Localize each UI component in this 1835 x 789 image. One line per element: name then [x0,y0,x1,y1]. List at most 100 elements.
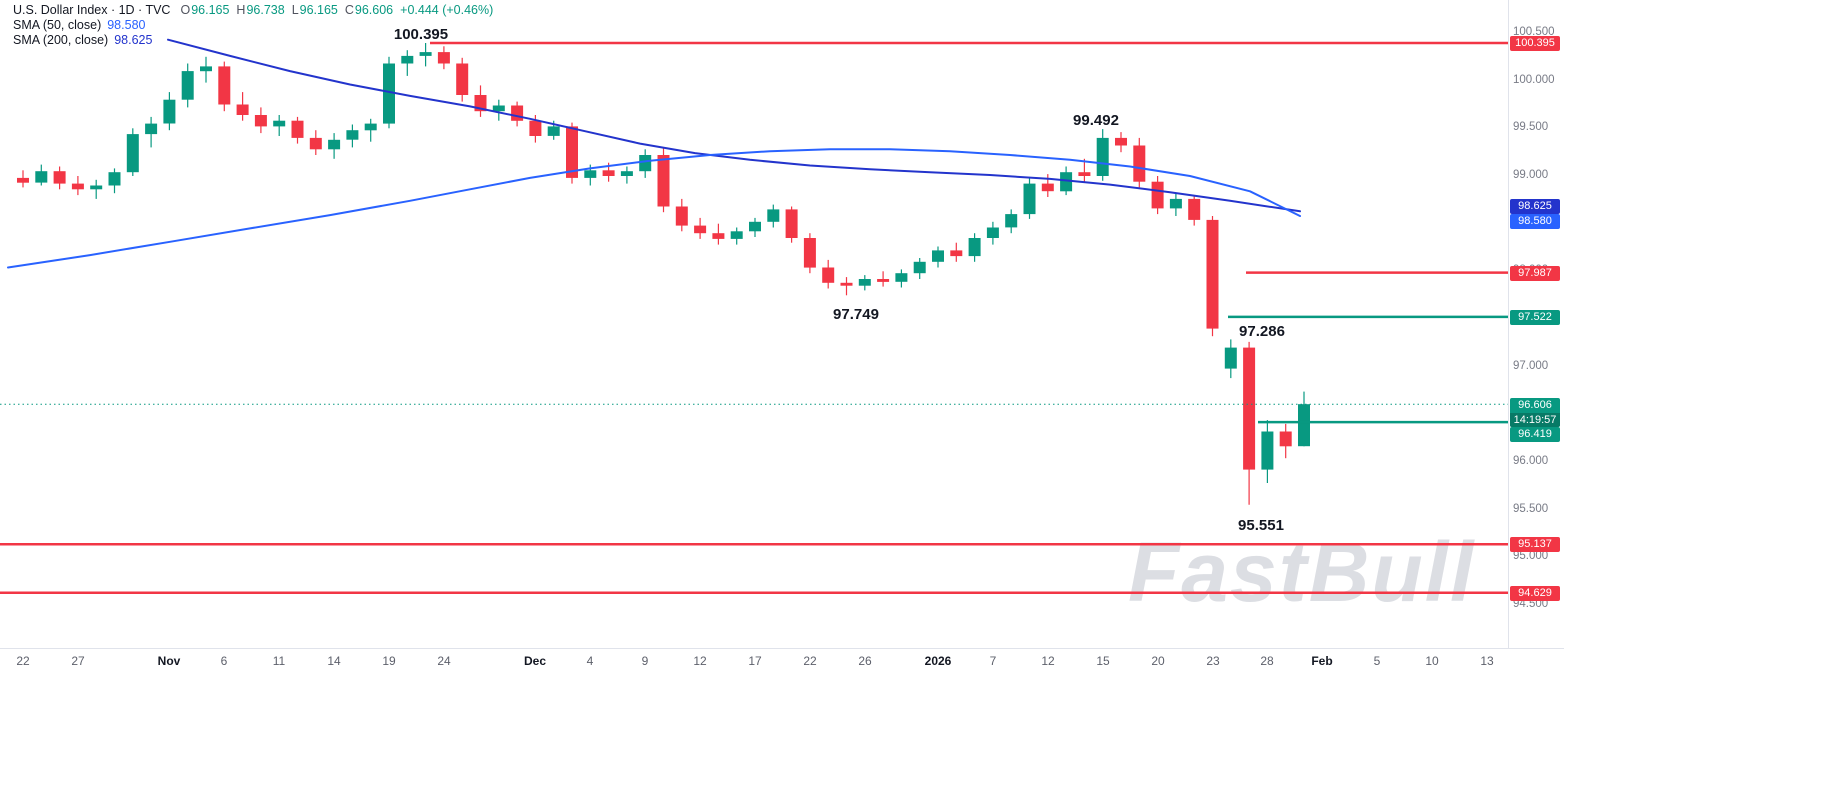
candle [877,271,890,287]
candle [620,166,633,184]
axis-separator-vertical [1508,0,1509,648]
candle [71,176,84,196]
candle [749,217,761,237]
time-tick: 23 [1206,654,1220,668]
candle [1243,341,1256,505]
time-tick: 4 [586,654,594,668]
close-label: C [344,3,354,17]
time-tick: 15 [1096,654,1110,668]
time-tick: 7 [989,654,997,668]
time-tick: Feb [1311,654,1333,668]
candle [126,128,139,176]
candle [328,133,341,159]
candlestick-chart[interactable]: 100.395 99.492 97.749 97.286 95.551 [0,0,1508,648]
time-tick: 12 [693,654,707,668]
time-tick: 22 [803,654,817,668]
candle [437,46,450,70]
candle [913,258,926,279]
candle [986,221,999,245]
candle [1005,209,1018,234]
open-label: O [180,3,191,17]
sma200-row[interactable]: SMA (200, close) 98.625 [13,33,493,48]
time-tick: 11 [272,654,286,668]
price-tick: 94.500 [1513,598,1549,610]
time-tick: 5 [1373,654,1381,668]
price-tick: 100.500 [1513,26,1555,38]
candle [163,92,176,131]
time-tick: 10 [1425,654,1439,668]
open-value: 96.165 [191,3,230,17]
price-tick: 99.000 [1513,169,1549,181]
price-tick: 96.000 [1513,455,1549,467]
price-badge-97.987: 97.987 [1510,266,1560,281]
candle [822,259,835,289]
candle [401,50,414,76]
candle [419,43,432,67]
candle [53,166,66,190]
symbol-row[interactable]: U.S. Dollar Index · 1D · TVC O96.165 H96.7… [13,3,493,18]
price-badge-97.522: 97.522 [1510,310,1560,325]
candle [767,204,780,228]
time-axis[interactable]: 22 27 Nov 6 11 14 19 24 Dec 4 9 12 17 22 26 2026 7 12 15 20… [0,649,1565,675]
candle [456,57,469,102]
sma50-value: 98.580 [107,18,146,32]
price-tick: 95.500 [1513,503,1549,515]
price-badge-95.137: 95.137 [1510,537,1560,552]
price-annotation: 95.551 [1238,517,1284,534]
candle [1151,176,1164,215]
candle [1169,193,1182,216]
candle [932,246,944,268]
time-tick: 20 [1151,654,1165,668]
price-axis[interactable]: 100.500100.00099.50099.00098.50098.00097… [1509,0,1579,648]
candle [511,101,524,127]
time-tick: 27 [71,654,85,668]
candle [492,99,505,121]
candle [1078,158,1091,182]
sma200-label: SMA (200, close) [13,33,109,47]
change-value: +0.444 (+0.46%) [400,3,494,17]
time-tick: 2026 [924,654,952,668]
candle [35,164,48,186]
low-value: 96.165 [299,3,338,17]
candle [346,124,359,148]
time-tick: 22 [16,654,30,668]
low-label: L [291,3,299,17]
price-annotation: 100.395 [394,26,448,43]
sma50-line [7,148,1301,269]
candle [785,206,798,243]
candle [639,149,652,178]
time-tick: 17 [748,654,762,668]
time-tick: 6 [220,654,228,668]
candle [17,170,29,188]
candle [712,223,725,245]
candle [1224,339,1237,379]
candle [364,118,377,142]
candle [236,92,249,121]
candle-countdown: 14:19:57 [1510,412,1560,427]
sma200-line [167,38,1301,213]
candle [474,85,487,117]
price-badge-100.395: 100.395 [1510,36,1560,51]
time-tick: 28 [1260,654,1274,668]
candle [566,122,578,184]
candle [803,233,816,274]
chart-legend: U.S. Dollar Index · 1D · TVC O96.165 H96.7… [13,3,493,48]
candle [1096,129,1109,181]
candle [309,130,322,155]
time-tick: 24 [437,654,451,668]
price-tick: 95.000 [1513,550,1549,562]
candle [1023,177,1036,219]
sma50-row[interactable]: SMA (50, close) 98.580 [13,18,493,33]
candle [291,116,304,144]
price-badge-98.580: 98.580 [1510,214,1560,229]
price-annotation: 99.492 [1073,112,1119,129]
time-tick: 9 [641,654,649,668]
price-tick: 97.000 [1513,360,1549,372]
price-badge-98.625: 98.625 [1510,199,1560,214]
candle [968,233,981,262]
candle [254,107,267,134]
high-label: H [236,3,246,17]
time-tick: 13 [1480,654,1494,668]
time-tick: 26 [858,654,872,668]
sma50-label: SMA (50, close) [13,18,102,32]
